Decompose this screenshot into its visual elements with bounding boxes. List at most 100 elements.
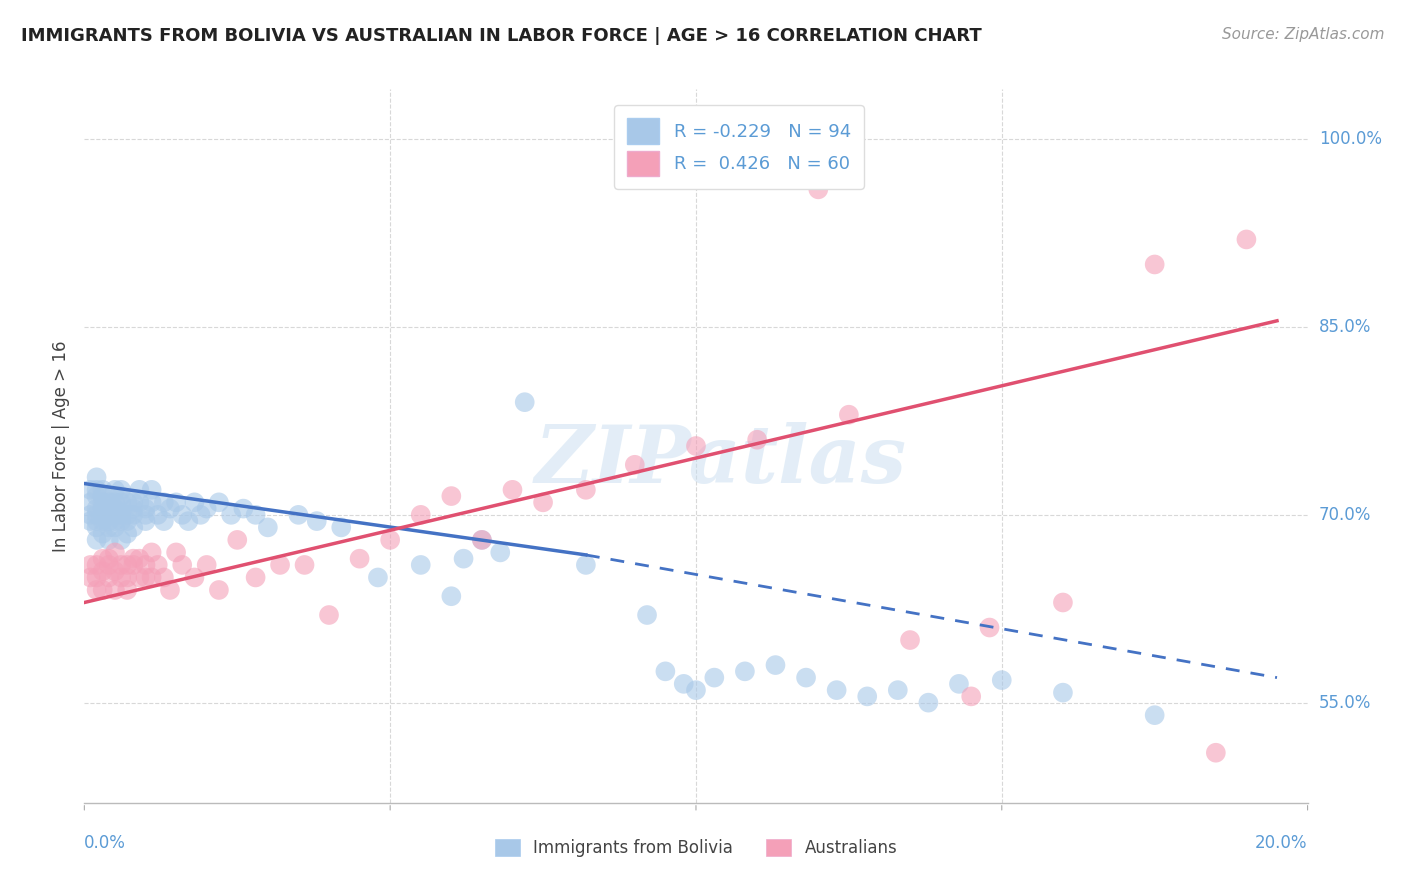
Point: [104, 582, 127, 597]
Point: [86, 570, 108, 584]
Point: [440, 589, 463, 603]
Point: [104, 545, 127, 559]
Point: [110, 570, 132, 584]
Point: [195, 501, 218, 516]
Point: [110, 514, 132, 528]
Point: [190, 508, 212, 522]
Point: [153, 570, 176, 584]
Point: [489, 545, 512, 559]
Point: [1143, 257, 1166, 271]
Point: [575, 483, 598, 497]
Point: [115, 508, 138, 522]
Point: [86, 489, 108, 503]
Point: [856, 690, 879, 704]
Point: [110, 508, 132, 522]
Point: [208, 582, 231, 597]
Point: [79, 514, 101, 528]
Point: [110, 533, 132, 547]
Point: [79, 508, 101, 522]
Point: [502, 483, 524, 497]
Point: [91, 495, 114, 509]
Point: [575, 558, 598, 572]
Legend: Immigrants from Bolivia, Australians: Immigrants from Bolivia, Australians: [486, 831, 905, 866]
Point: [104, 508, 127, 522]
Text: IMMIGRANTS FROM BOLIVIA VS AUSTRALIAN IN LABOR FORCE | AGE > 16 CORRELATION CHAR: IMMIGRANTS FROM BOLIVIA VS AUSTRALIAN IN…: [21, 27, 981, 45]
Point: [765, 658, 787, 673]
Point: [703, 671, 725, 685]
Point: [1052, 685, 1074, 699]
Point: [91, 582, 114, 597]
Point: [440, 489, 463, 503]
Point: [91, 508, 114, 522]
Point: [104, 483, 127, 497]
Point: [146, 558, 169, 572]
Point: [409, 508, 432, 522]
Point: [245, 570, 267, 584]
Point: [685, 683, 707, 698]
Point: [91, 501, 114, 516]
Point: [86, 558, 108, 572]
Point: [135, 514, 157, 528]
Point: [110, 483, 132, 497]
Point: [97, 551, 120, 566]
Point: [104, 514, 127, 528]
Text: 20.0%: 20.0%: [1256, 834, 1308, 852]
Point: [747, 433, 769, 447]
Point: [91, 564, 114, 578]
Point: [122, 558, 145, 572]
Point: [226, 533, 249, 547]
Point: [146, 508, 169, 522]
Point: [409, 558, 432, 572]
Point: [122, 520, 145, 534]
Point: [110, 495, 132, 509]
Point: [1234, 232, 1257, 246]
Point: [287, 508, 309, 522]
Point: [257, 520, 280, 534]
Point: [122, 508, 145, 522]
Point: [97, 501, 120, 516]
Point: [91, 551, 114, 566]
Point: [294, 558, 316, 572]
Point: [91, 483, 114, 497]
Point: [153, 495, 176, 509]
Point: [141, 495, 163, 509]
Point: [115, 582, 138, 597]
Point: [91, 526, 114, 541]
Point: [97, 495, 120, 509]
Point: [165, 495, 187, 509]
Point: [685, 439, 707, 453]
Point: [330, 520, 353, 534]
Point: [86, 470, 108, 484]
Text: 100.0%: 100.0%: [1319, 130, 1382, 148]
Text: 0.0%: 0.0%: [84, 834, 127, 852]
Point: [86, 501, 108, 516]
Point: [991, 673, 1014, 687]
Point: [128, 495, 150, 509]
Text: 55.0%: 55.0%: [1319, 694, 1371, 712]
Point: [183, 570, 205, 584]
Point: [305, 514, 328, 528]
Point: [794, 671, 817, 685]
Point: [531, 495, 554, 509]
Point: [115, 495, 138, 509]
Point: [79, 570, 101, 584]
Point: [115, 558, 138, 572]
Point: [104, 501, 127, 516]
Point: [349, 551, 371, 566]
Point: [97, 520, 120, 534]
Point: [122, 495, 145, 509]
Point: [654, 665, 676, 679]
Point: [115, 526, 138, 541]
Point: [979, 621, 1001, 635]
Point: [97, 533, 120, 547]
Point: [948, 677, 970, 691]
Text: ZIPatlas: ZIPatlas: [534, 422, 907, 499]
Point: [110, 558, 132, 572]
Point: [825, 683, 848, 698]
Point: [245, 508, 267, 522]
Text: 70.0%: 70.0%: [1319, 506, 1371, 524]
Point: [624, 458, 647, 472]
Point: [172, 508, 194, 522]
Point: [128, 570, 150, 584]
Point: [141, 483, 163, 497]
